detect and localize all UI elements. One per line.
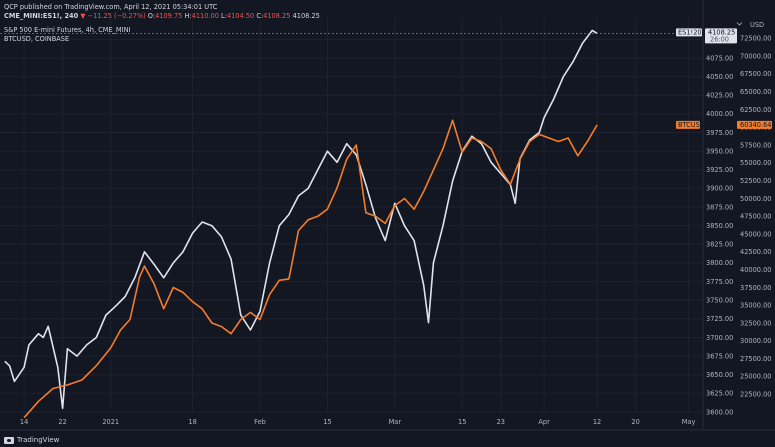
- high-value: 4110.00: [191, 12, 219, 20]
- es-tick-label: 3875.00: [706, 203, 733, 211]
- es-tick-label: 3800.00: [706, 259, 733, 267]
- btc-tick-label: 57500.00: [740, 141, 771, 149]
- tradingview-logo[interactable]: TradingView: [4, 436, 59, 444]
- close-label: C:: [256, 12, 264, 20]
- x-tick-label: Mar: [389, 418, 402, 426]
- btc-price-badge-text: 60340.64: [740, 121, 771, 129]
- open-label: O:: [147, 12, 156, 20]
- es-tick-label: 3825.00: [706, 241, 733, 249]
- es-tick-label: 3750.00: [706, 297, 733, 305]
- es-tick-label: 3675.00: [706, 352, 733, 360]
- es-tick-label: 3625.00: [706, 390, 733, 398]
- es-price-badge-text: 4108.25: [708, 29, 735, 37]
- x-tick-label: 20: [631, 418, 639, 426]
- es-tick-label: 4075.00: [706, 54, 733, 62]
- btc-tick-label: 25000.00: [740, 373, 771, 381]
- x-tick-label: Apr: [538, 418, 550, 426]
- btc-name-badge: [676, 120, 700, 129]
- btc-price-badge: [737, 120, 772, 129]
- low-label: L:: [221, 12, 227, 20]
- es-tick-label: 3950.00: [706, 147, 733, 155]
- x-tick-label: 12: [593, 418, 601, 426]
- btc-tick-label: 32500.00: [740, 319, 771, 327]
- x-tick-label: 15: [458, 418, 466, 426]
- es-tick-label: 4000.00: [706, 110, 733, 118]
- change-symbol: ▼: [80, 12, 86, 20]
- es-name-badge-text: ES1!2021: [678, 29, 710, 37]
- open-value: 4109.75: [155, 12, 183, 20]
- btc-tick-label: 37500.00: [740, 284, 771, 292]
- es-price-badge-time: 26:00: [710, 35, 729, 43]
- btc-tick-label: 27500.00: [740, 355, 771, 363]
- es-tick-label: 3775.00: [706, 278, 733, 286]
- series-line-btcusd: [23, 119, 598, 419]
- x-tick-label: 18: [188, 418, 196, 426]
- es-tick-label: 3900.00: [706, 185, 733, 193]
- es-tick-label: 3700.00: [706, 334, 733, 342]
- btc-tick-label: 30000.00: [740, 337, 771, 345]
- es-tick-label: 3650.00: [706, 371, 733, 379]
- x-tick-label: 14: [20, 418, 28, 426]
- btc-tick-label: 62500.00: [740, 106, 771, 114]
- es-tick-label: 3725.00: [706, 315, 733, 323]
- btc-tick-label: 47500.00: [740, 213, 771, 221]
- btc-tick-label: 72500.00: [740, 35, 771, 43]
- x-tick-label: 22: [58, 418, 66, 426]
- symbol-label[interactable]: CME_MINI:ES1!, 240: [4, 12, 79, 20]
- high-label: H:: [184, 12, 192, 20]
- btc-tick-label: 52500.00: [740, 177, 771, 185]
- es-tick-label: 4025.00: [706, 92, 733, 100]
- chevron-down-icon[interactable]: [736, 22, 743, 26]
- x-tick-label: 15: [323, 418, 331, 426]
- btc-tick-label: 70000.00: [740, 52, 771, 60]
- es-tick-label: 4050.00: [706, 73, 733, 81]
- btc-tick-label: 50000.00: [740, 195, 771, 203]
- legend-btc[interactable]: BTCUSD, COINBASE: [4, 35, 70, 43]
- es-tick-label: 3925.00: [706, 166, 733, 174]
- btc-tick-label: 22500.00: [740, 391, 771, 399]
- btc-name-badge-text: BTCUSD: [678, 121, 705, 129]
- change-value: −11.25 (−0.27%): [87, 12, 146, 20]
- x-tick-label: 23: [497, 418, 505, 426]
- currency-label[interactable]: USD: [750, 21, 764, 29]
- btc-tick-label: 45000.00: [740, 230, 771, 238]
- tradingview-logo-icon: [4, 436, 14, 444]
- last-price: 4108.25: [292, 12, 320, 20]
- es-price-badge: [705, 28, 737, 44]
- btc-tick-label: 55000.00: [740, 159, 771, 167]
- es-tick-label: 3850.00: [706, 222, 733, 230]
- btc-tick-label: 42500.00: [740, 248, 771, 256]
- x-tick-label: May: [682, 418, 696, 426]
- close-value: 4108.25: [263, 12, 291, 20]
- es-tick-label: 3975.00: [706, 129, 733, 137]
- btc-tick-label: 35000.00: [740, 302, 771, 310]
- published-line: QCP published on TradingView.com, April …: [4, 3, 218, 11]
- btc-tick-label: 65000.00: [740, 88, 771, 96]
- es-tick-label: 3600.00: [706, 408, 733, 416]
- ohlc-line: CME_MINI:ES1!, 240 ▼ −11.25 (−0.27%) O:4…: [4, 12, 320, 20]
- btc-tick-label: 67500.00: [740, 70, 771, 78]
- es-name-badge: [676, 28, 702, 37]
- x-tick-label: Feb: [254, 418, 266, 426]
- btc-tick-label: 40000.00: [740, 266, 771, 274]
- low-value: 4104.50: [226, 12, 255, 20]
- brand-label: TradingView: [17, 436, 60, 444]
- legend-es[interactable]: S&P 500 E-mini Futures, 4h, CME_MINI: [4, 26, 131, 34]
- x-tick-label: 2021: [102, 418, 119, 426]
